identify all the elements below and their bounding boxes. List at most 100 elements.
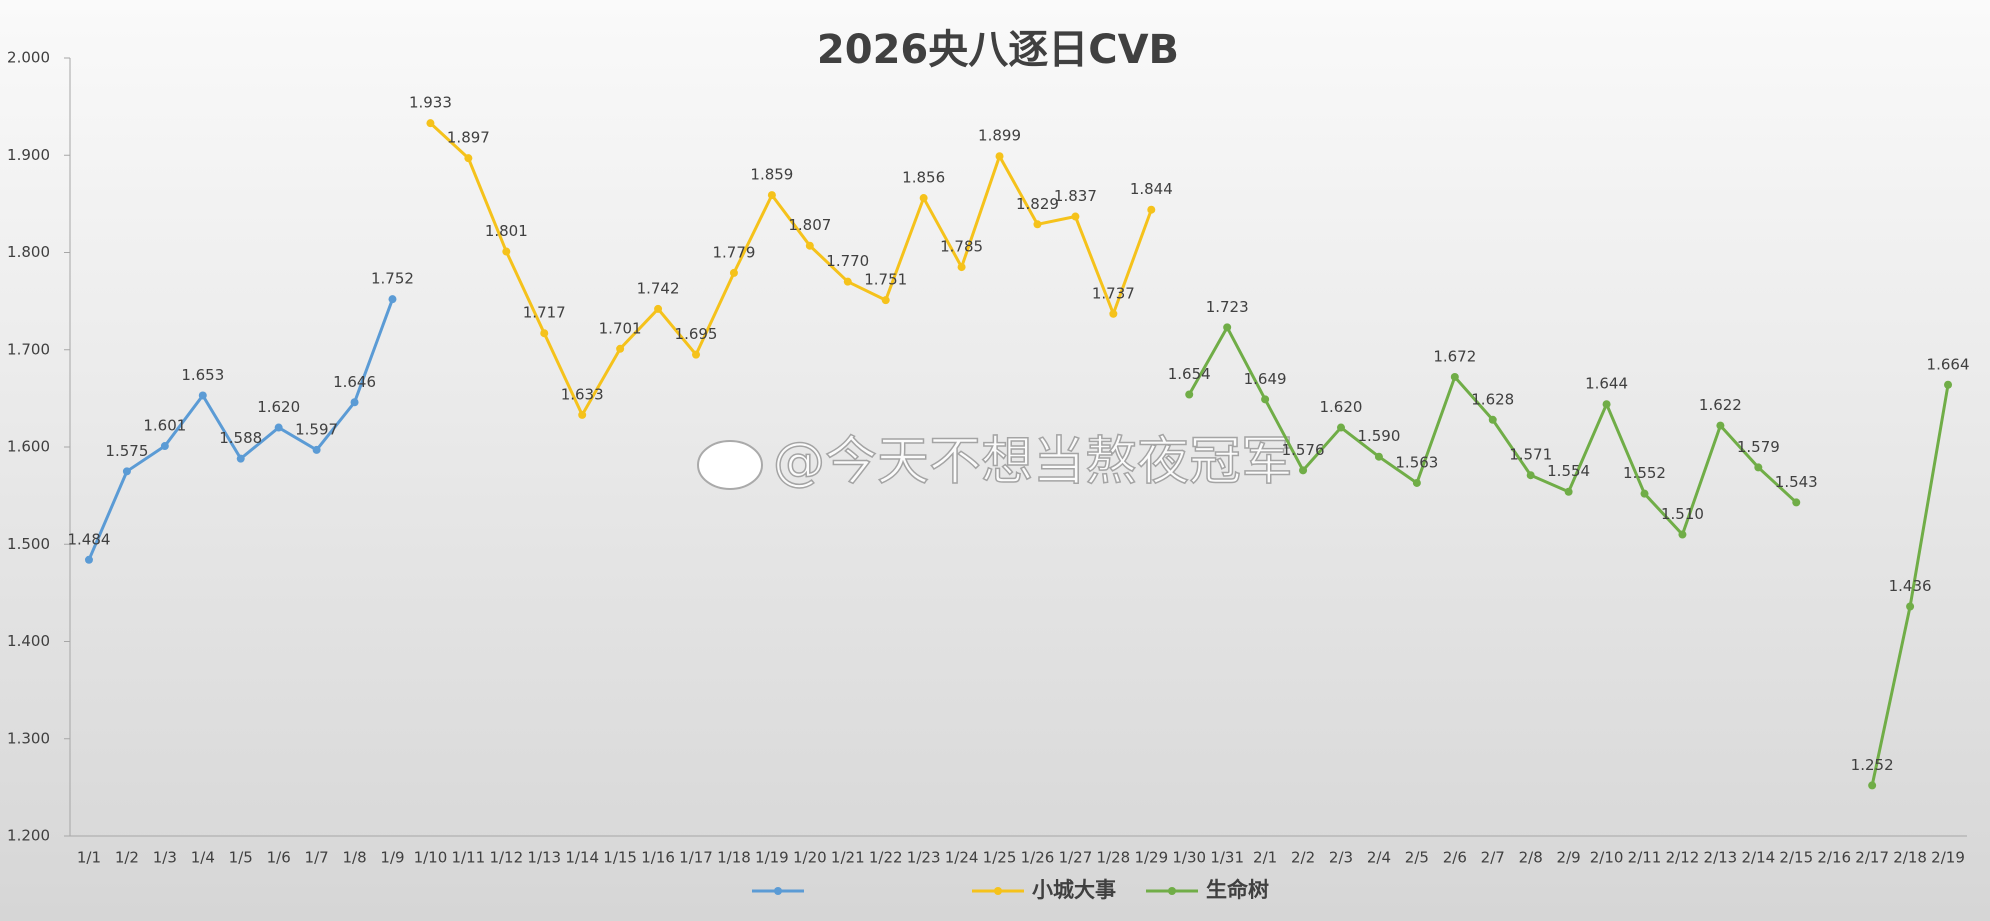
x-tick-label: 1/10 xyxy=(414,849,448,867)
data-point xyxy=(426,119,435,128)
x-tick-label: 1/29 xyxy=(1134,849,1168,867)
data-label: 1.844 xyxy=(1130,180,1173,198)
data-point xyxy=(1792,498,1801,507)
data-point xyxy=(1147,205,1156,214)
data-point xyxy=(312,445,321,454)
data-point xyxy=(388,295,397,304)
data-point xyxy=(692,350,701,359)
chart-title: 2026央八逐日CVB xyxy=(817,27,1179,73)
x-tick-label: 1/7 xyxy=(305,849,329,867)
data-point xyxy=(274,423,283,432)
data-point xyxy=(1716,421,1725,430)
data-point xyxy=(616,344,625,353)
watermark: @今天不想当熬夜冠军 xyxy=(773,432,1293,492)
data-label: 1.933 xyxy=(409,94,452,112)
data-point xyxy=(1299,466,1308,475)
data-label: 1.649 xyxy=(1244,370,1287,388)
data-label: 1.897 xyxy=(447,129,490,147)
data-label: 1.837 xyxy=(1054,187,1097,205)
data-label: 1.620 xyxy=(1320,398,1363,416)
x-tick-label: 2/7 xyxy=(1481,849,1505,867)
data-label: 1.633 xyxy=(561,385,604,403)
y-tick-label: 1.200 xyxy=(7,827,50,845)
data-point xyxy=(1906,602,1915,611)
series: 1.484 1.575 1.601 1.653 1.588 1.620 1.597 1.646… xyxy=(67,270,414,564)
x-tick-label: 1/3 xyxy=(153,849,177,867)
data-label: 1.807 xyxy=(788,216,831,234)
data-point xyxy=(464,154,473,163)
watermark-group: @今天不想当熬夜冠军 xyxy=(697,431,1294,493)
data-point xyxy=(1109,309,1118,318)
data-label: 1.510 xyxy=(1661,505,1704,523)
x-tick-label: 2/2 xyxy=(1291,849,1315,867)
data-point xyxy=(540,329,549,338)
data-point xyxy=(1374,452,1383,461)
y-tick-label: 1.600 xyxy=(7,438,50,456)
data-point xyxy=(1336,423,1345,432)
data-label: 1.628 xyxy=(1471,390,1514,408)
x-tick-label: 2/3 xyxy=(1329,849,1353,867)
data-point xyxy=(957,263,966,272)
data-point xyxy=(919,194,928,203)
x-tick-label: 2/5 xyxy=(1405,849,1429,867)
data-point xyxy=(1868,781,1877,790)
data-label: 1.856 xyxy=(902,169,945,187)
data-point xyxy=(1033,220,1042,229)
x-tick-label: 1/4 xyxy=(191,849,215,867)
data-point xyxy=(1526,471,1535,480)
data-point xyxy=(1071,212,1080,221)
data-point xyxy=(350,398,359,407)
y-tick-label: 2.000 xyxy=(7,49,50,67)
x-tick-label: 1/14 xyxy=(565,849,599,867)
data-label: 1.723 xyxy=(1206,298,1249,316)
data-point xyxy=(1488,415,1497,424)
data-point xyxy=(1754,463,1763,472)
x-tick-label: 1/13 xyxy=(527,849,561,867)
legend-label: 生命树 xyxy=(1206,878,1269,902)
x-tick-label: 1/31 xyxy=(1210,849,1244,867)
data-label: 1.575 xyxy=(105,442,148,460)
data-label: 1.601 xyxy=(143,417,186,435)
x-tick-label: 1/16 xyxy=(641,849,675,867)
data-label: 1.590 xyxy=(1357,427,1400,445)
x-tick-label: 1/11 xyxy=(452,849,486,867)
data-label: 1.801 xyxy=(485,222,528,240)
data-point xyxy=(84,555,93,564)
data-label: 1.571 xyxy=(1509,446,1552,464)
data-point xyxy=(1223,323,1232,332)
data-label: 1.646 xyxy=(333,373,376,391)
data-point xyxy=(881,296,890,305)
data-label: 1.252 xyxy=(1851,756,1894,774)
data-point xyxy=(995,152,1004,161)
legend-item: 小城大事 xyxy=(972,878,1116,902)
x-tick-label: 1/9 xyxy=(380,849,404,867)
data-point xyxy=(578,410,587,419)
data-label: 1.717 xyxy=(523,304,566,322)
data-point xyxy=(1944,380,1953,389)
series: 1.654 1.723 1.649 1.576 1.620 1.590 1.563 1.672… xyxy=(1168,298,1970,790)
data-label: 1.672 xyxy=(1433,347,1476,365)
data-label: 1.597 xyxy=(295,420,338,438)
data-label: 1.752 xyxy=(371,270,414,288)
data-point xyxy=(729,268,738,277)
x-tick-label: 1/28 xyxy=(1097,849,1131,867)
x-tick-label: 1/17 xyxy=(679,849,713,867)
data-label: 1.664 xyxy=(1927,355,1970,373)
data-label: 1.829 xyxy=(1016,195,1059,213)
data-label: 1.859 xyxy=(750,166,793,184)
x-tick-label: 2/12 xyxy=(1666,849,1700,867)
x-tick-label: 2/1 xyxy=(1253,849,1277,867)
legend-marker xyxy=(1168,887,1176,895)
data-label: 1.770 xyxy=(826,252,869,270)
x-tick-label: 2/9 xyxy=(1557,849,1581,867)
data-label: 1.899 xyxy=(978,127,1021,145)
y-tick-label: 1.400 xyxy=(7,632,50,650)
data-point xyxy=(1450,372,1459,381)
data-label: 1.554 xyxy=(1547,462,1590,480)
data-point xyxy=(198,391,207,400)
x-tick-label: 2/6 xyxy=(1443,849,1467,867)
data-label: 1.563 xyxy=(1395,453,1438,471)
legend-marker xyxy=(774,887,782,895)
